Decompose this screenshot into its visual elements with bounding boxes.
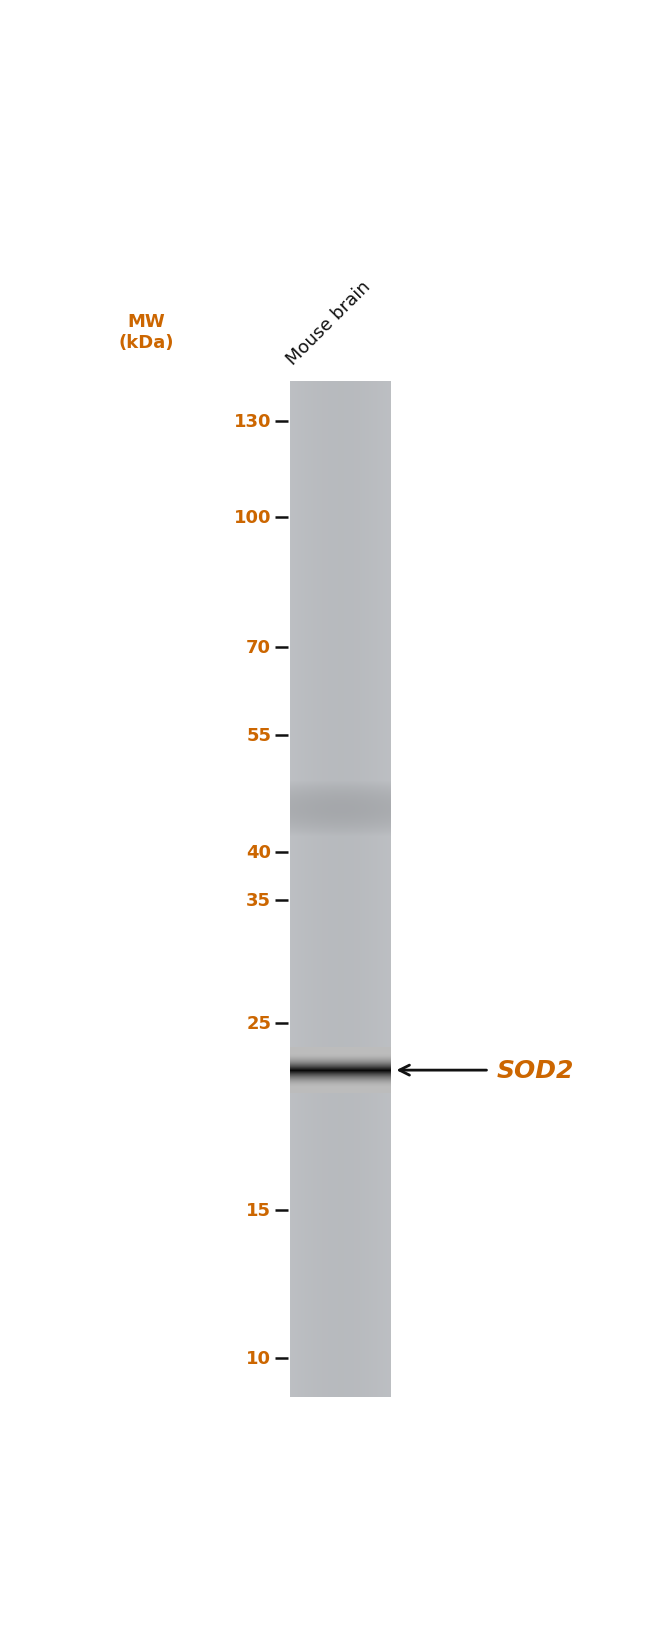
Text: 70: 70: [246, 639, 271, 658]
Text: 130: 130: [233, 412, 271, 430]
Text: 35: 35: [246, 892, 271, 910]
Text: MW
(kDa): MW (kDa): [119, 313, 174, 353]
Text: 40: 40: [246, 844, 271, 862]
Text: Mouse brain: Mouse brain: [283, 279, 374, 369]
Text: SOD2: SOD2: [497, 1058, 574, 1083]
Text: 25: 25: [246, 1015, 271, 1033]
Text: 55: 55: [246, 727, 271, 745]
Text: 10: 10: [246, 1350, 271, 1368]
Text: 100: 100: [233, 509, 271, 526]
Text: 15: 15: [246, 1201, 271, 1220]
